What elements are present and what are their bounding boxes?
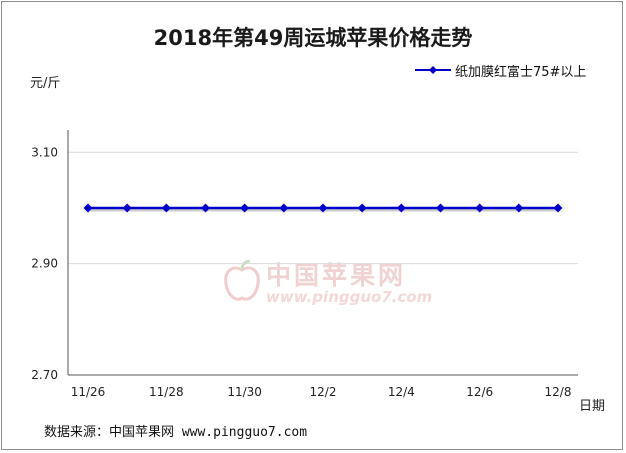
x-tick-label: 12/4 [388, 385, 415, 399]
data-point [279, 203, 289, 213]
legend-line-marker [415, 66, 451, 74]
data-point [553, 203, 563, 213]
grid-lines [68, 151, 578, 265]
x-tick-label: 12/8 [545, 385, 572, 399]
chart-title: 2018年第49周运城苹果价格走势 [153, 26, 473, 50]
data-point [161, 203, 171, 213]
data-point [201, 203, 210, 213]
y-tick-label: 2.70 [31, 368, 58, 382]
data-point [514, 203, 524, 213]
x-tick-label: 12/2 [310, 385, 337, 399]
data-point [357, 203, 367, 213]
y-axis-unit: 元/斤 [30, 76, 61, 91]
data-point [396, 203, 406, 213]
y-tick-label: 3.10 [31, 145, 58, 159]
data-point [318, 203, 328, 213]
data-point [122, 203, 132, 213]
x-tick-label: 11/30 [227, 385, 262, 399]
x-tick-labels: 11/26 11/28 11/30 12/2 12/4 12/6 12/8 [71, 385, 572, 399]
x-tick-label: 12/6 [466, 385, 493, 399]
y-tick-labels: 2.70 2.90 3.10 [31, 145, 58, 382]
data-point [83, 203, 93, 213]
source-text: 数据来源：中国苹果网 www.pingguo7.com [44, 425, 308, 440]
x-tick-label: 11/26 [71, 385, 106, 399]
y-tick-label: 2.90 [31, 257, 58, 271]
x-tick-label: 11/28 [149, 385, 184, 399]
data-point [436, 203, 445, 213]
legend: 纸加膜红富士75#以上 [415, 60, 586, 80]
series-layer [83, 203, 563, 213]
data-point [475, 203, 485, 213]
data-point [240, 203, 250, 213]
legend-label: 纸加膜红富士75#以上 [455, 64, 587, 80]
x-axis-label: 日期 [579, 399, 606, 414]
